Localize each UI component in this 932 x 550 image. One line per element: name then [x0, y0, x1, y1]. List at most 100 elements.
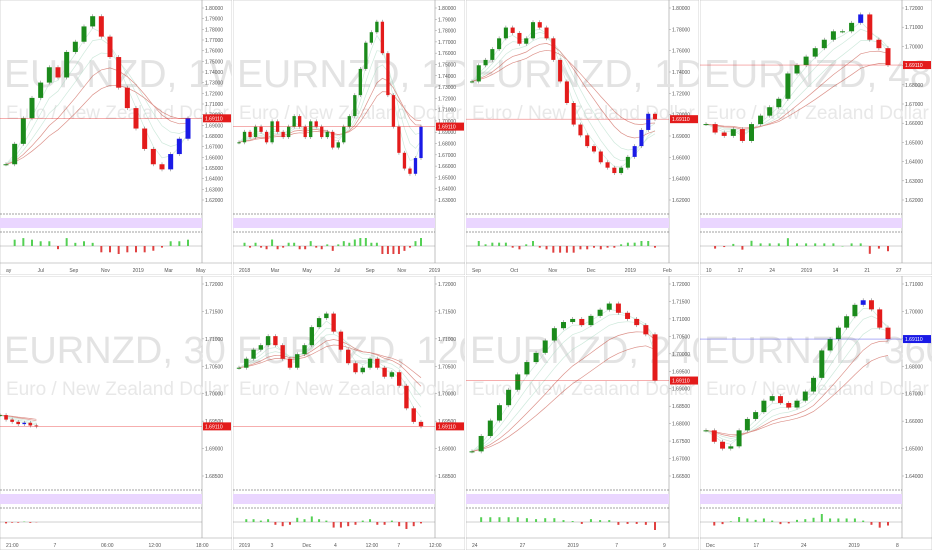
histogram-bar: [48, 241, 51, 246]
histogram-bar: [868, 246, 871, 254]
chart-svg: EURNZD, 240 Euro / New Zealand Dollar 1.72…: [466, 276, 699, 550]
histogram-bar: [414, 241, 417, 246]
histogram-bar: [100, 246, 103, 253]
x-tick-label: 7: [54, 543, 57, 549]
oscillator-band: [466, 218, 669, 228]
price-label-box: [436, 122, 464, 131]
candle: [827, 337, 833, 353]
candle: [777, 394, 783, 405]
y-tick-label: 1.69000: [438, 130, 456, 136]
histogram-bar: [420, 522, 422, 524]
ema-line: [471, 331, 656, 452]
chart-panel-120[interactable]: EURNZD, 120 Euro / New Zealand Dollar 1.72…: [233, 276, 465, 550]
chart-panel-480[interactable]: EURNZD, 480 Euro / New Zealand Dollar 1.72…: [700, 0, 932, 275]
candle: [298, 114, 302, 129]
price-label-box: [203, 422, 231, 431]
candle: [72, 39, 78, 54]
candle: [767, 105, 773, 118]
x-tick-label: 24: [769, 268, 775, 274]
histogram-bar: [39, 241, 42, 246]
histogram-bar: [65, 238, 68, 246]
x-tick-label: Nov: [397, 268, 406, 274]
chart-panel-30[interactable]: EURNZD, 30 Euro / New Zealand Dollar 1.720…: [0, 276, 232, 550]
price-label: 1.69110: [672, 379, 690, 385]
candle: [347, 114, 351, 129]
histogram-bar: [787, 522, 790, 524]
x-tick-label: 14: [833, 268, 839, 274]
candle: [868, 298, 874, 312]
ema-line: [238, 327, 422, 408]
candle: [168, 152, 174, 172]
watermark-symbol: EURNZD, 1D: [470, 53, 699, 96]
candle: [469, 79, 475, 84]
y-tick-label: 1.68500: [672, 404, 690, 410]
histogram-bar: [169, 241, 172, 246]
y-tick-label: 1.70000: [672, 352, 690, 358]
y-tick-label: 1.67000: [438, 153, 456, 159]
histogram-bar: [320, 246, 323, 250]
histogram-bar: [878, 522, 881, 528]
watermark-symbol: EURNZD, 480: [704, 53, 932, 96]
y-tick-label: 1.74000: [438, 74, 456, 80]
y-tick-label: 1.72000: [905, 6, 923, 12]
chart-panel-1d[interactable]: EURNZD, 1D Euro / New Zealand Dollar 1.800…: [466, 0, 699, 275]
chart-svg: EURNZD, 360 Euro / New Zealand Dollar 1.71…: [700, 276, 932, 550]
y-tick-label: 1.70500: [205, 364, 223, 370]
histogram-bar: [738, 517, 741, 522]
chart-panel-240[interactable]: EURNZD, 240 Euro / New Zealand Dollar 1.72…: [466, 276, 699, 550]
chart-panel-1w[interactable]: EURNZD, 1W Euro / New Zealand Dollar 1.800…: [0, 0, 232, 275]
chart-panel-1d[interactable]: EURNZD, 1D Euro / New Zealand Dollar 1.800…: [233, 0, 465, 275]
candle: [605, 160, 610, 170]
x-tick-label: 24: [472, 543, 478, 549]
histogram-bar: [249, 246, 252, 248]
y-tick-label: 1.77000: [438, 40, 456, 46]
y-tick-label: 1.64000: [438, 187, 456, 193]
histogram-bar: [477, 241, 480, 246]
histogram-bar: [599, 520, 602, 522]
histogram-bar: [331, 246, 334, 251]
candle: [0, 413, 2, 418]
y-tick-label: 1.78000: [672, 27, 690, 33]
histogram-bar: [491, 242, 494, 246]
histogram-bar: [326, 244, 329, 246]
candle: [490, 47, 495, 62]
x-tick-label: 2019: [849, 543, 860, 549]
histogram-bar: [143, 246, 146, 253]
candle: [761, 398, 767, 415]
histogram-bar: [812, 517, 815, 522]
y-tick-label: 1.66000: [205, 155, 223, 161]
histogram-bar: [829, 518, 832, 522]
watermark-symbol: EURNZD, 30: [4, 330, 226, 372]
candle: [90, 14, 96, 29]
chart-panel-360[interactable]: EURNZD, 360 Euro / New Zealand Dollar 1.71…: [700, 276, 932, 550]
histogram-bar: [245, 519, 248, 522]
y-tick-label: 1.70000: [205, 392, 223, 398]
x-tick-label: 18:00: [196, 543, 209, 549]
candle: [802, 389, 808, 403]
x-tick-label: 2019: [625, 268, 636, 274]
candle: [530, 20, 536, 41]
histogram-bar: [126, 246, 129, 253]
x-tick-label: 9: [663, 543, 666, 549]
candle: [469, 449, 475, 454]
histogram-bar: [5, 522, 8, 524]
candle: [402, 150, 407, 171]
candle: [176, 136, 182, 156]
y-tick-label: 1.69000: [672, 134, 690, 140]
histogram-bar: [276, 246, 279, 250]
ema-line: [5, 38, 189, 165]
histogram-bar: [859, 243, 862, 246]
ema-line: [471, 308, 656, 452]
histogram-bar: [91, 242, 94, 246]
candle: [612, 165, 617, 175]
x-tick-label: 17: [754, 543, 760, 549]
price-label: 1.69110: [438, 125, 456, 131]
x-tick-label: Sep: [69, 268, 78, 274]
y-tick-label: 1.78000: [205, 27, 223, 33]
y-tick-label: 1.71500: [438, 309, 456, 315]
y-tick-label: 1.68000: [905, 364, 923, 370]
histogram-bar: [559, 246, 562, 253]
candle: [346, 347, 351, 366]
histogram-bar: [870, 522, 873, 525]
